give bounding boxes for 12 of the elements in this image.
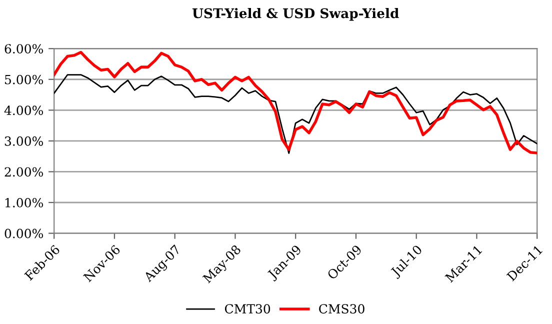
legend-label: CMT30 (224, 304, 270, 314)
y-tick-label: 1.00% (5, 198, 43, 208)
y-tick-label: 5.00% (5, 74, 43, 84)
chart-title: UST-Yield & USD Swap-Yield (192, 8, 399, 21)
line-series (54, 50, 538, 154)
y-tick-label: 6.00% (4, 44, 43, 54)
y-tick-label: 4.00% (4, 106, 43, 116)
line-series (54, 74, 538, 154)
legend-label: CMS30 (319, 304, 364, 314)
y-tick-label: 0.00% (4, 228, 43, 238)
y-tick-label: 2.00% (4, 167, 43, 177)
y-tick-label: 3.00% (4, 136, 43, 146)
